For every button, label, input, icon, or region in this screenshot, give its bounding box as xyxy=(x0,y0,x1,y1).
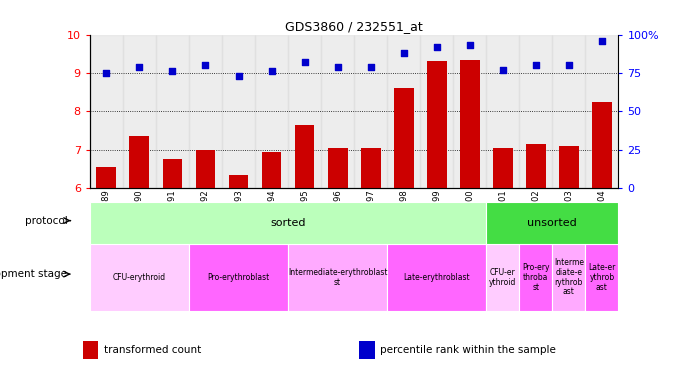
Point xyxy=(134,64,145,70)
Text: Late-er
ythrob
ast: Late-er ythrob ast xyxy=(588,263,616,291)
Bar xyxy=(288,244,387,311)
Point xyxy=(200,62,211,68)
Bar xyxy=(129,136,149,188)
Bar xyxy=(288,35,321,188)
Bar xyxy=(328,148,348,188)
Point xyxy=(398,50,409,56)
Bar xyxy=(361,148,381,188)
Text: Intermediate-erythroblast
st: Intermediate-erythroblast st xyxy=(288,268,388,287)
Bar xyxy=(420,35,453,188)
Bar xyxy=(97,167,116,188)
Title: GDS3860 / 232551_at: GDS3860 / 232551_at xyxy=(285,20,423,33)
Bar xyxy=(189,244,288,311)
Bar xyxy=(229,175,248,188)
Text: sorted: sorted xyxy=(270,218,306,228)
Bar xyxy=(427,61,446,188)
Point xyxy=(332,64,343,70)
Bar xyxy=(394,88,414,188)
Bar xyxy=(294,125,314,188)
Bar xyxy=(453,35,486,188)
Point xyxy=(233,73,244,79)
Bar xyxy=(592,102,612,188)
Bar xyxy=(552,244,585,311)
Text: Pro-ery
throba
st: Pro-ery throba st xyxy=(522,263,549,291)
Bar xyxy=(493,148,513,188)
Bar xyxy=(585,35,618,188)
Bar xyxy=(156,35,189,188)
Text: development stage: development stage xyxy=(0,269,67,279)
Bar xyxy=(520,35,552,188)
Point xyxy=(431,44,442,50)
Bar xyxy=(387,35,420,188)
Point xyxy=(563,62,574,68)
Point xyxy=(530,62,541,68)
Text: Interme
diate-e
rythrob
ast: Interme diate-e rythrob ast xyxy=(554,258,584,296)
Bar xyxy=(162,159,182,188)
Bar xyxy=(387,244,486,311)
Bar xyxy=(262,152,281,188)
Bar xyxy=(552,35,585,188)
Bar xyxy=(359,341,375,359)
Point xyxy=(596,38,607,44)
Point xyxy=(464,42,475,48)
Bar xyxy=(354,35,387,188)
Bar xyxy=(520,244,552,311)
Text: CFU-erythroid: CFU-erythroid xyxy=(113,273,166,282)
Bar xyxy=(486,244,520,311)
Bar xyxy=(90,202,486,244)
Bar xyxy=(90,35,123,188)
Bar xyxy=(559,146,579,188)
Bar xyxy=(526,144,546,188)
Bar xyxy=(90,244,189,311)
Bar xyxy=(460,60,480,188)
Bar xyxy=(255,35,288,188)
Bar xyxy=(486,202,618,244)
Point xyxy=(498,67,509,73)
Text: CFU-er
ythroid: CFU-er ythroid xyxy=(489,268,516,287)
Bar xyxy=(189,35,222,188)
Text: protocol: protocol xyxy=(25,215,67,226)
Point xyxy=(167,68,178,74)
Bar xyxy=(196,150,216,188)
Point xyxy=(266,68,277,74)
Bar xyxy=(486,35,520,188)
Text: transformed count: transformed count xyxy=(104,345,201,355)
Bar xyxy=(321,35,354,188)
Bar xyxy=(585,244,618,311)
Point xyxy=(101,70,112,76)
Bar xyxy=(222,35,255,188)
Point xyxy=(365,64,376,70)
Text: Late-erythroblast: Late-erythroblast xyxy=(404,273,470,282)
Text: percentile rank within the sample: percentile rank within the sample xyxy=(380,345,556,355)
Point xyxy=(299,59,310,65)
Text: unsorted: unsorted xyxy=(527,218,577,228)
Bar xyxy=(123,35,156,188)
Text: Pro-erythroblast: Pro-erythroblast xyxy=(207,273,269,282)
Bar xyxy=(83,341,98,359)
